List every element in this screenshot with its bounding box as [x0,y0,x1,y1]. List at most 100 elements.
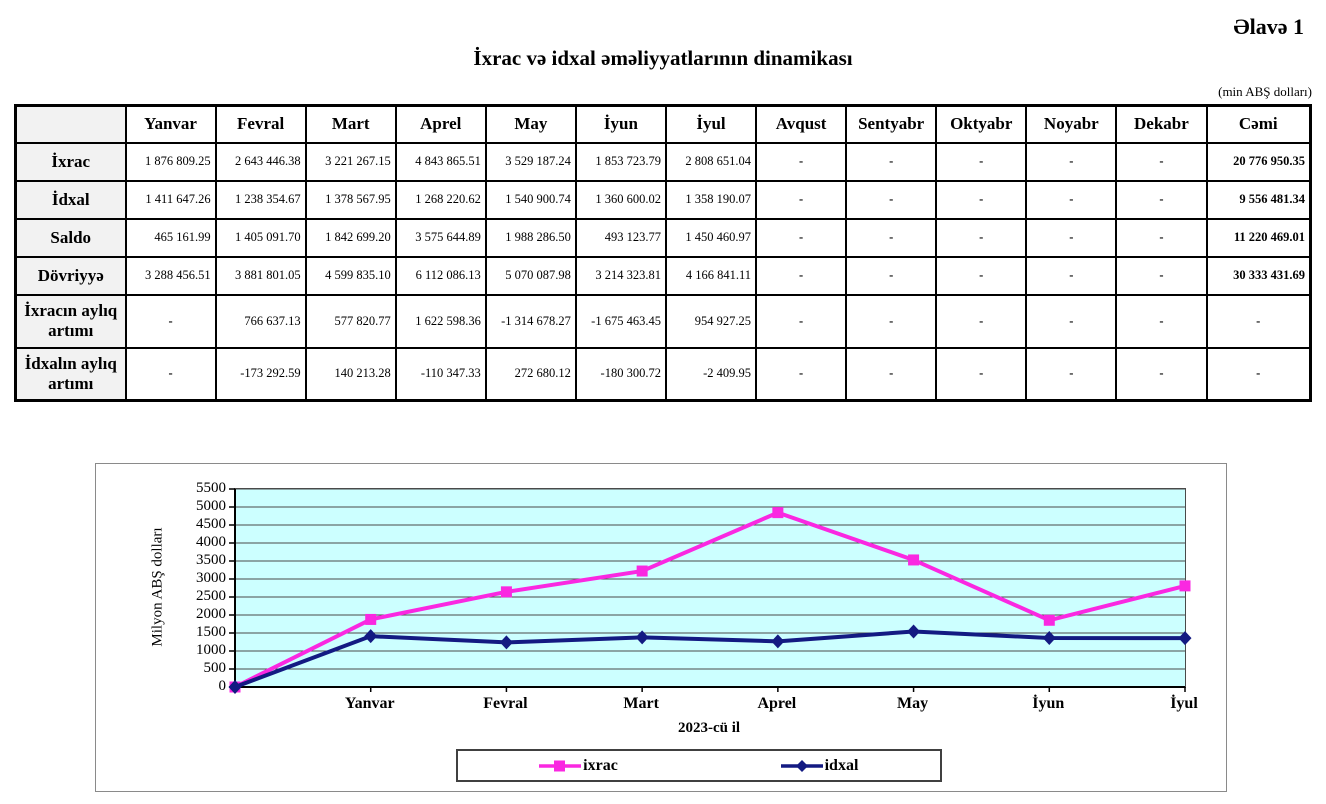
y-tick-label: 2000 [196,606,226,622]
table-cell: 9 556 481.34 [1205,179,1312,220]
page-title: İxrac və idxal əməliyyatlarının dinamika… [473,46,853,70]
idxal-marker [635,630,649,645]
idxal-marker [1042,631,1056,646]
table-cell: 1 842 699.20 [304,217,397,258]
table-cell: - [935,179,1028,220]
y-tick-label: 2500 [196,588,226,604]
legend-entry-idxal: idxal [699,757,940,775]
table-cell: - [755,293,848,349]
table-cell: - [1115,255,1208,296]
row-label: Dövriyyə [14,255,127,296]
legend-entry-ixrac: ixrac [458,757,699,775]
table-cell: 577 820.77 [304,293,397,349]
table-cell: - [845,293,938,349]
table-cell: - [1115,217,1208,258]
table-row: İdxal 1 411 647.26 1 238 354.67 1 378 567.9… [14,179,1312,220]
column-header: Yanvar [124,104,217,144]
column-header: Oktyabr [935,104,1028,144]
table-cell: 272 680.12 [484,346,577,402]
idxal-marker [1178,631,1192,646]
y-tick-label: 1000 [196,642,226,658]
table-cell: - [1025,141,1118,182]
table-cell: - [755,179,848,220]
table-cell: -1 314 678.27 [484,293,577,349]
column-header: May [484,104,577,144]
table-cell: 6 112 086.13 [394,255,487,296]
y-tick-label: 5000 [196,498,226,514]
ixrac-marker [1179,580,1191,592]
y-tick-label: 4000 [196,534,226,550]
idxal-marker [771,634,785,649]
row-label: İdxalın aylıq artımı [14,346,127,402]
table-cell: 1 411 647.26 [124,179,217,220]
ixrac-line [234,510,1186,689]
table-cell: 5 070 087.98 [484,255,577,296]
x-tick-label: Aprel [757,695,797,712]
y-tick-label: 0 [218,678,227,694]
table-cell: - [755,346,848,402]
table-cell: 1 238 354.67 [214,179,307,220]
table-cell: - [1025,217,1118,258]
table-cell: - [1205,293,1312,349]
table-cell: - [1115,179,1208,220]
table-row: İdxalın aylıq artımı - -173 292.59 140 213.… [14,346,1312,402]
table-cell: 766 637.13 [214,293,307,349]
column-header: Cəmi [1205,104,1312,144]
ixrac-marker [1043,614,1055,626]
table-cell: 3 575 644.89 [394,217,487,258]
table-cell: 20 776 950.35 [1205,141,1312,182]
table-cell: 4 843 865.51 [394,141,487,182]
idxal-marker [499,635,513,650]
row-label: İxracın aylıq artımı [14,293,127,349]
table-cell: - [1025,346,1118,402]
table-cell: 4 599 835.10 [304,255,397,296]
table-cell: 4 166 841.11 [664,255,758,296]
table-row: Dövriyyə 3 288 456.51 3 881 801.05 4 599 83… [14,255,1312,296]
column-header: Avqust [755,104,848,144]
idxal-line [234,629,1186,689]
table-cell: 1 358 190.07 [664,179,758,220]
x-tick-label: İyun [1032,695,1065,712]
table-cell: 1 622 598.36 [394,293,487,349]
table-cell: - [935,293,1028,349]
y-tick-label: 500 [203,660,227,676]
table-cell: -173 292.59 [214,346,307,402]
ixrac-marker [500,586,512,598]
ixrac-marker [772,507,784,519]
ixrac-legend-marker-icon [539,760,582,771]
table-cell: - [1115,346,1208,402]
table-cell: - [1205,346,1312,402]
table-cell: 1 540 900.74 [484,179,577,220]
plot-svg [228,488,1192,694]
table-cell: - [845,179,938,220]
column-header: İyun [574,104,667,144]
column-header: Aprel [394,104,487,144]
table-cell: - [755,217,848,258]
table-cell: - [1025,179,1118,220]
y-tick-label: 3500 [196,552,226,568]
x-tick-label: Yanvar [344,695,395,712]
y-tick-label: 5500 [196,480,226,496]
chart-legend: ixrac idxal [456,749,942,782]
row-label: İxrac [14,141,127,182]
y-tick-label: 1500 [196,624,226,640]
table-cell: 1 378 567.95 [304,179,397,220]
table-cell: 3 214 323.81 [574,255,667,296]
table-cell: 30 333 431.69 [1205,255,1312,296]
table-cell: 1 450 460.97 [664,217,758,258]
table-cell: - [1115,293,1208,349]
column-header: Mart [304,104,397,144]
table-cell: 2 808 651.04 [664,141,758,182]
x-tick-label: May [897,695,929,712]
y-tick-label: 4500 [196,516,226,532]
table-cell: 1 268 220.62 [394,179,487,220]
ixrac-marker [636,565,648,577]
table-cell: - [1025,255,1118,296]
x-tick-label: İyul [1170,695,1198,712]
legend-label: idxal [824,756,859,774]
column-header: Dekabr [1115,104,1208,144]
row-label: Saldo [14,217,127,258]
table-cell: -2 409.95 [664,346,758,402]
table-cell: - [845,255,938,296]
idxal-marker [228,680,242,694]
